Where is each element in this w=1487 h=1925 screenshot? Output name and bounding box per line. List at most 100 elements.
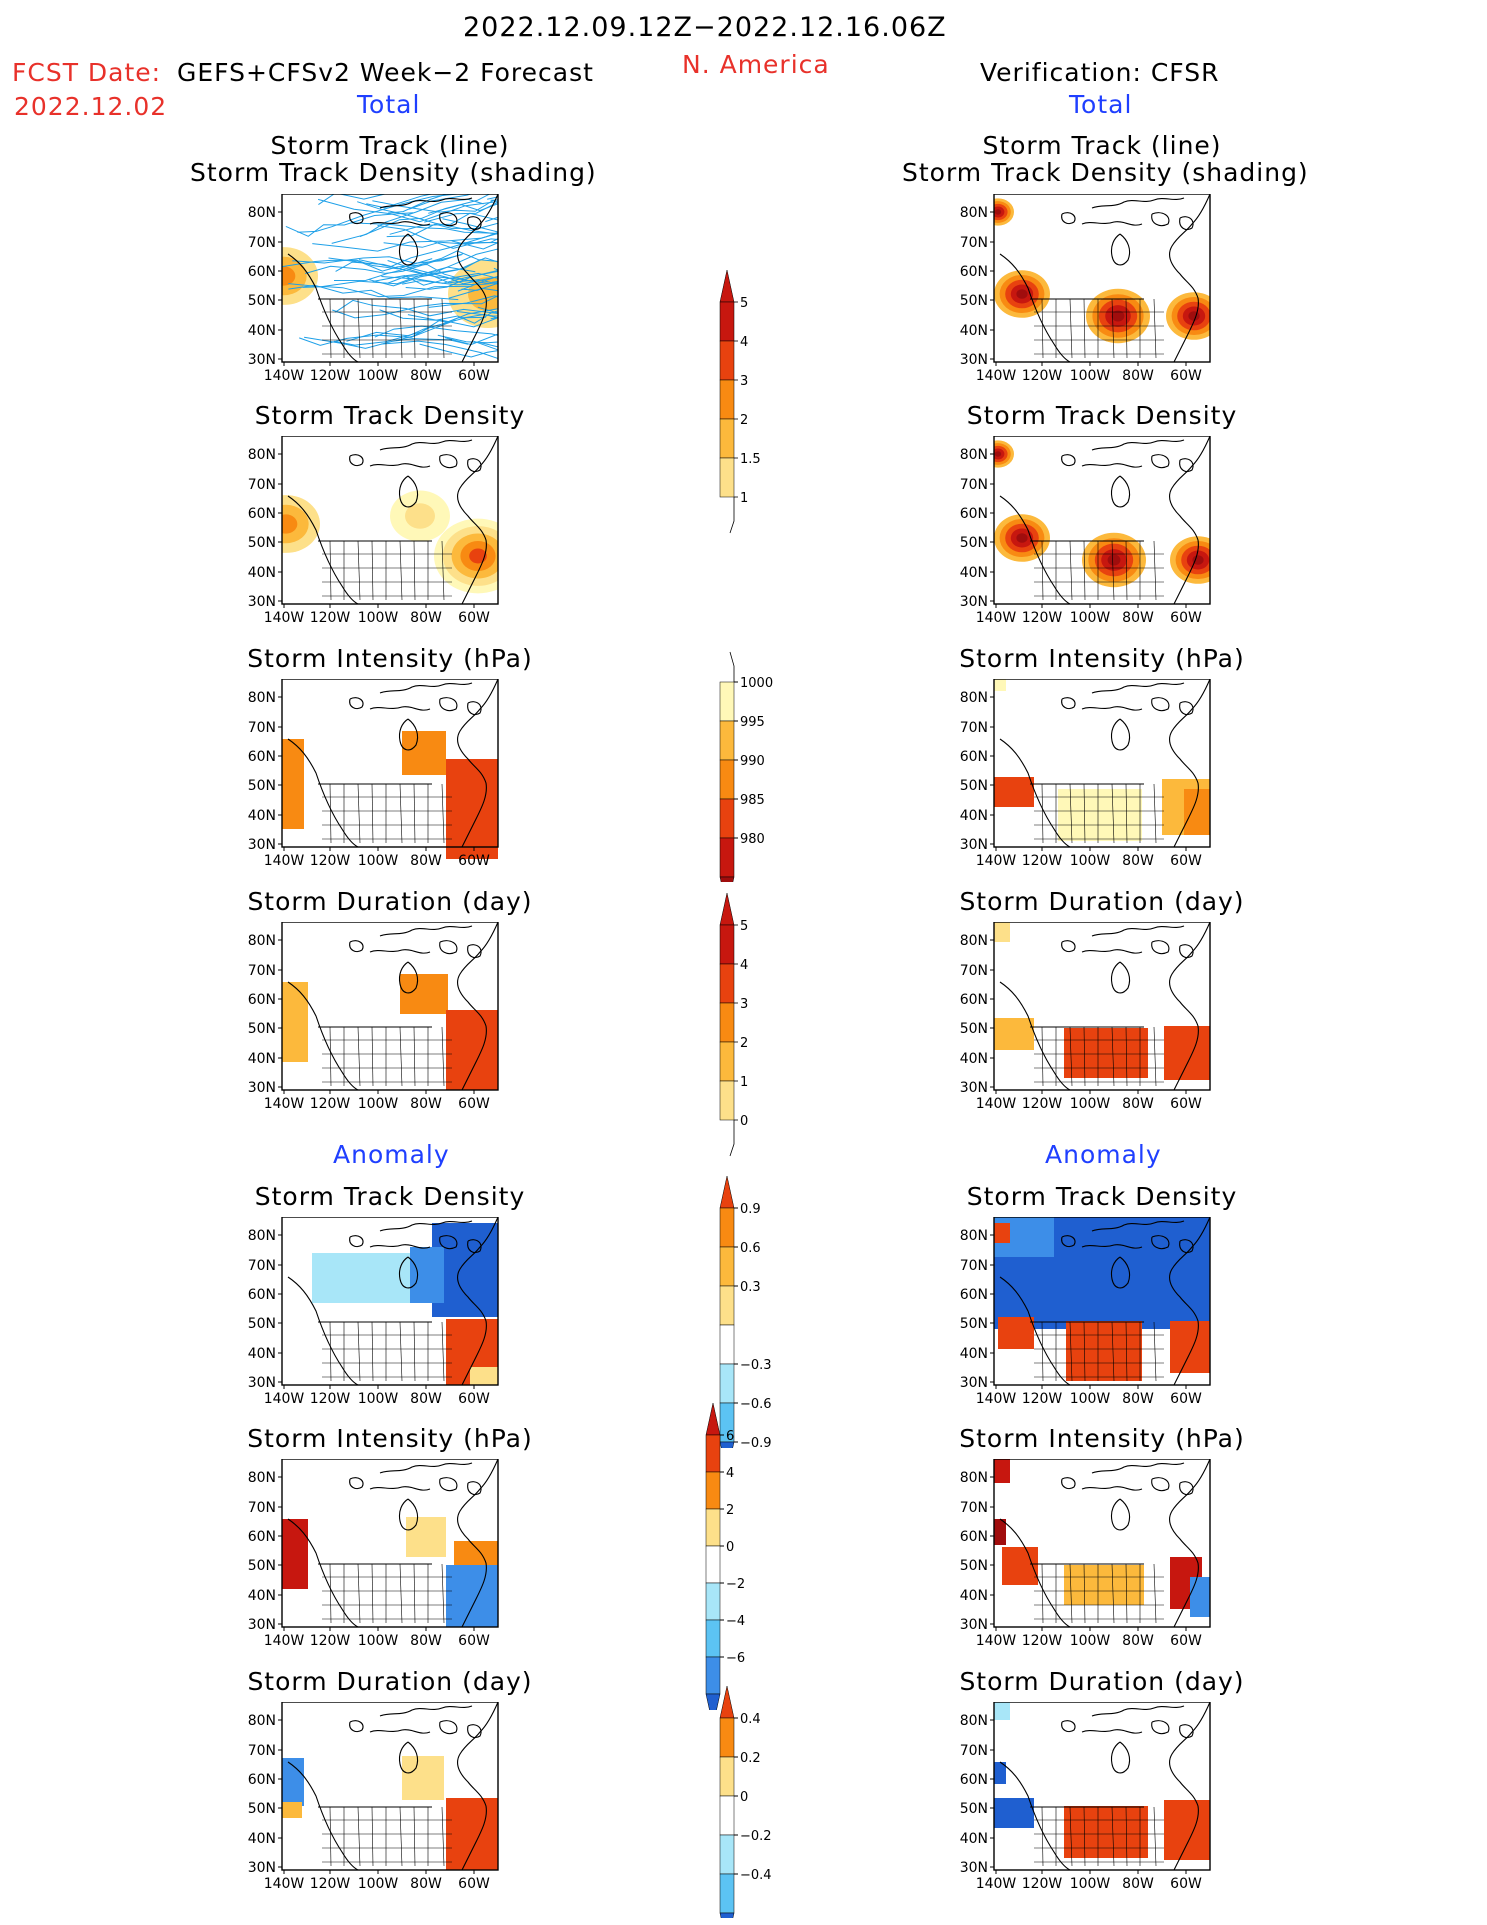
colorbar-label: 2 [740,1036,748,1051]
state-borders [1034,783,1164,844]
state-borders [1034,298,1164,359]
density-blob [1086,288,1150,344]
density-blob [994,198,1014,226]
lat-tick-label: 40N [248,808,276,824]
lat-tick-label: 80N [960,933,988,949]
title-verif-density: Storm Track Density [966,401,1238,430]
colorbar-label: 2 [740,413,748,428]
shaded-cells [400,974,448,1014]
lat-tick-label: 60N [960,1287,988,1303]
colorbar-label: −6 [726,1651,745,1666]
lon-tick-label: 120W [1022,853,1063,869]
colorbar-label: −0.3 [740,1358,772,1373]
lat-tick-label: 70N [248,1743,276,1759]
colorbar-label: 1 [740,491,748,506]
title-verif-duration: Storm Duration (day) [959,887,1245,916]
lat-tick-label: 60N [960,749,988,765]
colorbar-duration-anom: 0.4 0.2 0 −0.2 −0.4 [719,1685,772,1918]
density-blob [1166,292,1210,340]
colorbar-label: 2 [726,1503,734,1518]
lon-tick-label: 60W [1170,368,1202,384]
lon-tick-label: 80W [1122,610,1154,626]
lon-tick-label: 120W [310,610,351,626]
state-borders [1034,1321,1164,1382]
lon-tick-label: 120W [1022,610,1063,626]
lat-tick-label: 30N [248,837,276,853]
lat-tick-label: 30N [248,1617,276,1633]
lat-tick-label: 60N [248,506,276,522]
density-blob [434,518,498,594]
lat-tick-label: 50N [960,1558,988,1574]
lat-tick-label: 70N [960,1500,988,1516]
colorbar-intensity-anom: 6 4 2 0 −2 −4 −6 [705,1402,745,1710]
density-blob [282,495,320,553]
shaded-cells [446,759,498,859]
colorbar-label: −0.9 [740,1436,772,1448]
lat-tick-label: 70N [960,1743,988,1759]
shaded-cells [446,1565,498,1627]
colorbar-label: 4 [740,958,748,973]
title-fcst-track-line: Storm Track (line) Storm Track Density (s… [190,131,597,187]
fcst-date: 2022.12.02 [14,92,168,121]
lon-tick-label: 140W [976,1876,1017,1892]
shaded-cells [994,777,1034,807]
lon-tick-label: 140W [976,1096,1017,1112]
lon-tick-label: 80W [1122,853,1154,869]
state-borders [322,783,452,844]
total-label-left: Total [357,90,421,119]
shaded-cells [994,1519,1006,1545]
lon-tick-label: 60W [458,1096,490,1112]
density-blob [390,490,450,542]
lat-tick-label: 30N [960,1080,988,1096]
state-borders [1034,1026,1164,1087]
state-borders [322,1026,452,1087]
state-borders [322,1806,452,1867]
state-borders [1034,540,1164,601]
title-verif-track-line: Storm Track (line) Storm Track Density (s… [902,131,1309,187]
lon-tick-label: 80W [1122,1096,1154,1112]
lon-tick-label: 80W [410,1096,442,1112]
shaded-cells [410,1247,444,1303]
lon-tick-label: 140W [264,610,305,626]
lon-tick-label: 100W [1070,1633,1111,1649]
lon-tick-label: 80W [410,368,442,384]
shaded-cells [402,731,446,775]
lat-tick-label: 80N [960,1470,988,1486]
colorbar-label: 0.2 [740,1751,761,1766]
lat-tick-label: 80N [248,690,276,706]
title-fcst-density-anom: Storm Track Density [254,1182,526,1211]
colorbar-density-total: 1 1.5 2 3 4 5 [719,269,761,534]
lon-tick-label: 100W [1070,1876,1111,1892]
colorbar-label: 0 [726,1540,734,1555]
shaded-cells [1164,1800,1210,1860]
colorbar-label: −4 [726,1614,745,1629]
lat-tick-label: 80N [960,1228,988,1244]
lon-tick-label: 60W [1170,853,1202,869]
lon-tick-label: 120W [310,368,351,384]
lat-tick-label: 60N [248,264,276,280]
lon-tick-label: 100W [1070,368,1111,384]
lat-tick-label: 30N [248,352,276,368]
lon-tick-label: 60W [458,1876,490,1892]
lat-tick-label: 60N [960,506,988,522]
colorbar-label: 1000 [740,676,773,691]
lat-tick-label: 70N [248,720,276,736]
lat-tick-label: 50N [248,535,276,551]
lat-tick-label: 70N [248,235,276,251]
shaded-cells [1064,1028,1148,1078]
shaded-cells [998,1317,1034,1349]
lat-tick-label: 40N [960,1051,988,1067]
colorbar-label: −2 [726,1577,745,1592]
colorbar-label: 0 [740,1114,748,1129]
